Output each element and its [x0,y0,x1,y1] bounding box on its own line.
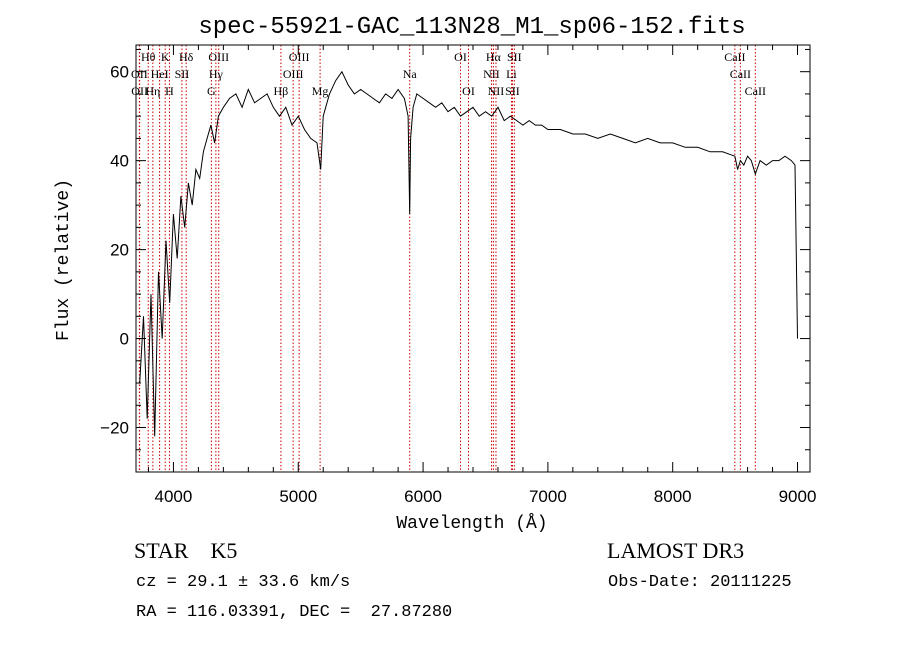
marker-label-14: Na [403,67,418,81]
marker-label-7: SII [507,50,522,64]
x-tick-label-3: 7000 [529,487,567,506]
x-tick-label-4: 8000 [654,487,692,506]
x-tick-label-0: 4000 [155,487,193,506]
marker-label-4: OIII [289,50,310,64]
y-tick-label-2: 20 [110,241,129,260]
x-tick-label-1: 5000 [279,487,317,506]
y-tick-label-3: 40 [110,152,129,171]
redshift-label: cz = 29.1 ± 33.6 km/s [136,573,351,592]
marker-label-15: NII [483,67,500,81]
y-axis-ticks: −20 0 20 40 60 [100,48,810,451]
x-tick-label-5: 9000 [779,487,817,506]
marker-label-18: OII [131,84,148,98]
line-marker-labels: Hθ K Hδ OIII OIII OI Hα SII CaII OII HeI SII Hγ OIII N… [131,50,766,98]
marker-label-22: Hβ [274,84,289,98]
x-axis-ticks: 4000 5000 6000 7000 8000 9000 [147,45,817,506]
marker-label-23: Mg [312,84,329,98]
chart-title: spec-55921-GAC_113N28_M1_sp06-152.fits [198,14,745,41]
y-tick-label-1: 0 [120,330,129,349]
marker-label-11: SII [175,67,190,81]
marker-label-1: K [161,50,170,64]
marker-label-24: OI [462,84,475,98]
x-tick-label-2: 6000 [404,487,442,506]
marker-label-5: OI [454,50,467,64]
marker-label-17: CaII [730,67,751,81]
marker-label-26: SII [505,84,520,98]
y-tick-label-0: −20 [100,419,129,438]
plot-frame [135,44,811,473]
marker-label-13: OIII [283,67,304,81]
y-axis-label: Flux (relative) [54,179,74,341]
marker-label-6: Hα [486,50,502,64]
marker-label-12: Hγ [209,67,224,81]
coordinates-label: RA = 116.03391, DEC = 27.87280 [136,603,453,622]
marker-label-27: CaII [745,84,766,98]
marker-label-3: OIII [208,50,229,64]
marker-label-20: H [165,84,174,98]
marker-label-25: NII [488,84,505,98]
marker-label-21: G [207,84,216,98]
marker-label-10: HeI [151,67,169,81]
marker-label-9: OII [131,67,148,81]
survey-label: LAMOST DR3 [607,538,745,563]
line-markers [138,45,756,472]
flux-series-line [139,70,798,437]
x-axis-label: Wavelength (Å) [396,513,547,534]
marker-label-19: Hη [145,84,160,98]
object-class-label: STAR K5 [134,538,238,563]
y-tick-label-4: 60 [110,63,129,82]
marker-label-8: CaII [724,50,745,64]
marker-label-0: Hθ [141,50,156,64]
marker-label-2: Hδ [179,50,194,64]
obs-date-label: Obs-Date: 20111225 [608,573,792,592]
marker-label-16: Li [506,67,517,81]
